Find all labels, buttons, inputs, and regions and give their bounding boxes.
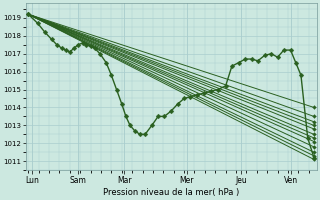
X-axis label: Pression niveau de la mer( hPa ): Pression niveau de la mer( hPa ): [103, 188, 239, 197]
